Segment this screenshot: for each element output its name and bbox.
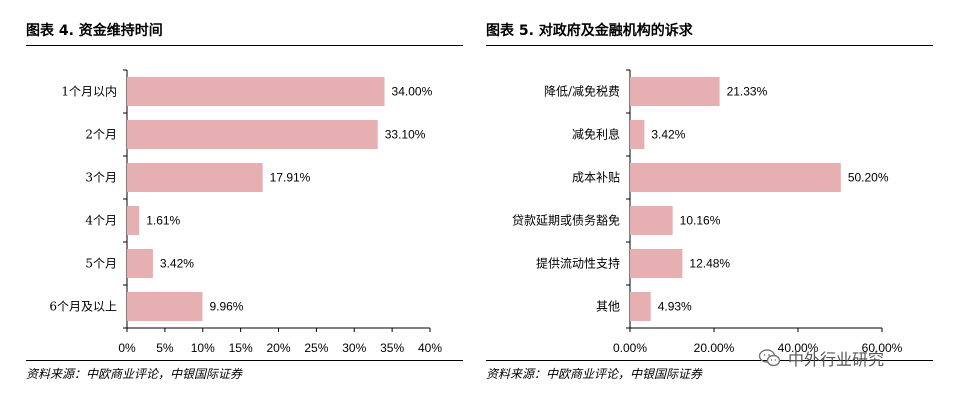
x-tick-label: 0% [118,341,136,355]
bar [630,206,673,235]
bar [127,206,140,235]
value-label: 4.93% [658,300,692,314]
source-note: 资料来源：中欧商业评论，中银国际证券 [486,367,703,381]
x-tick-label: 40.00% [778,341,819,355]
x-tick-label: 5% [156,341,174,355]
category-label: 贷款延期或债务豁免 [512,213,620,228]
bar [127,120,378,149]
category-label: 4个月 [85,214,117,228]
watermark: 中外行业研究 [758,346,884,370]
category-label: 3个月 [85,171,117,185]
value-label: 21.33% [727,85,768,99]
bar [630,292,651,321]
value-label: 3.42% [160,257,194,271]
source-divider [486,360,933,361]
source-note: 资料来源：中欧商业评论，中银国际证券 [26,367,243,381]
bar-chart-funding-duration: 1个月以内 34.00% 2个月 33.10% 3个月 17.91% 4个月 1.61% 5个月… [49,69,442,355]
x-tick-label: 30% [342,341,366,355]
value-label: 34.00% [392,85,433,99]
watermark-text: 中外行业研究 [788,350,885,369]
value-label: 33.10% [385,128,426,142]
category-label: 其他 [596,300,620,314]
bar [127,77,385,106]
chart-panel-right: 图表 5. 对政府及金融机构的诉求 降低/减免税费 21.33% 减免利息 3.42%… [478,0,956,402]
value-label: 1.61% [146,214,180,228]
category-label: 1个月以内 [61,85,117,99]
category-label: 成本补贴 [572,171,620,185]
chart-panel-left: 图表 4. 资金维持时间 1个月以内 34.00% 2个月 33.10% 3个月 17.9… [0,0,470,402]
chart-title: 图表 4. 资金维持时间 [26,23,163,39]
value-label: 9.96% [209,300,243,314]
source-divider [26,360,463,361]
category-label: 提供流动性支持 [536,256,620,271]
category-label: 减免利息 [572,127,620,142]
x-tick-label: 60.00% [862,341,903,355]
value-label: 50.20% [848,171,889,185]
category-label: 6个月及以上 [49,300,117,314]
bar [127,163,263,192]
wechat-icon [758,349,781,367]
bar [630,77,720,106]
x-tick-label: 0.00% [613,341,647,355]
chart-title: 图表 5. 对政府及金融机构的诉求 [486,23,693,39]
bar [127,292,203,321]
x-tick-label: 20.00% [694,341,735,355]
x-tick-label: 10% [191,341,215,355]
category-label: 2个月 [85,128,117,142]
bar [127,249,153,278]
x-tick-label: 25% [304,341,328,355]
x-tick-label: 35% [380,341,404,355]
x-tick-label: 15% [229,341,253,355]
bar [630,163,841,192]
bar [630,120,645,149]
title-divider [486,45,933,46]
category-label: 5个月 [85,257,117,271]
title-divider [26,45,463,46]
category-label: 降低/减免税费 [544,84,620,99]
bar [630,249,683,278]
value-label: 3.42% [651,128,685,142]
bar-chart-policy-demands: 降低/减免税费 21.33% 减免利息 3.42% 成本补贴 50.20% 贷款延期或债务豁… [512,69,903,355]
value-label: 12.48% [689,257,730,271]
x-tick-label: 40% [418,341,442,355]
x-tick-label: 20% [266,341,290,355]
value-label: 17.91% [270,171,311,185]
value-label: 10.16% [680,214,721,228]
